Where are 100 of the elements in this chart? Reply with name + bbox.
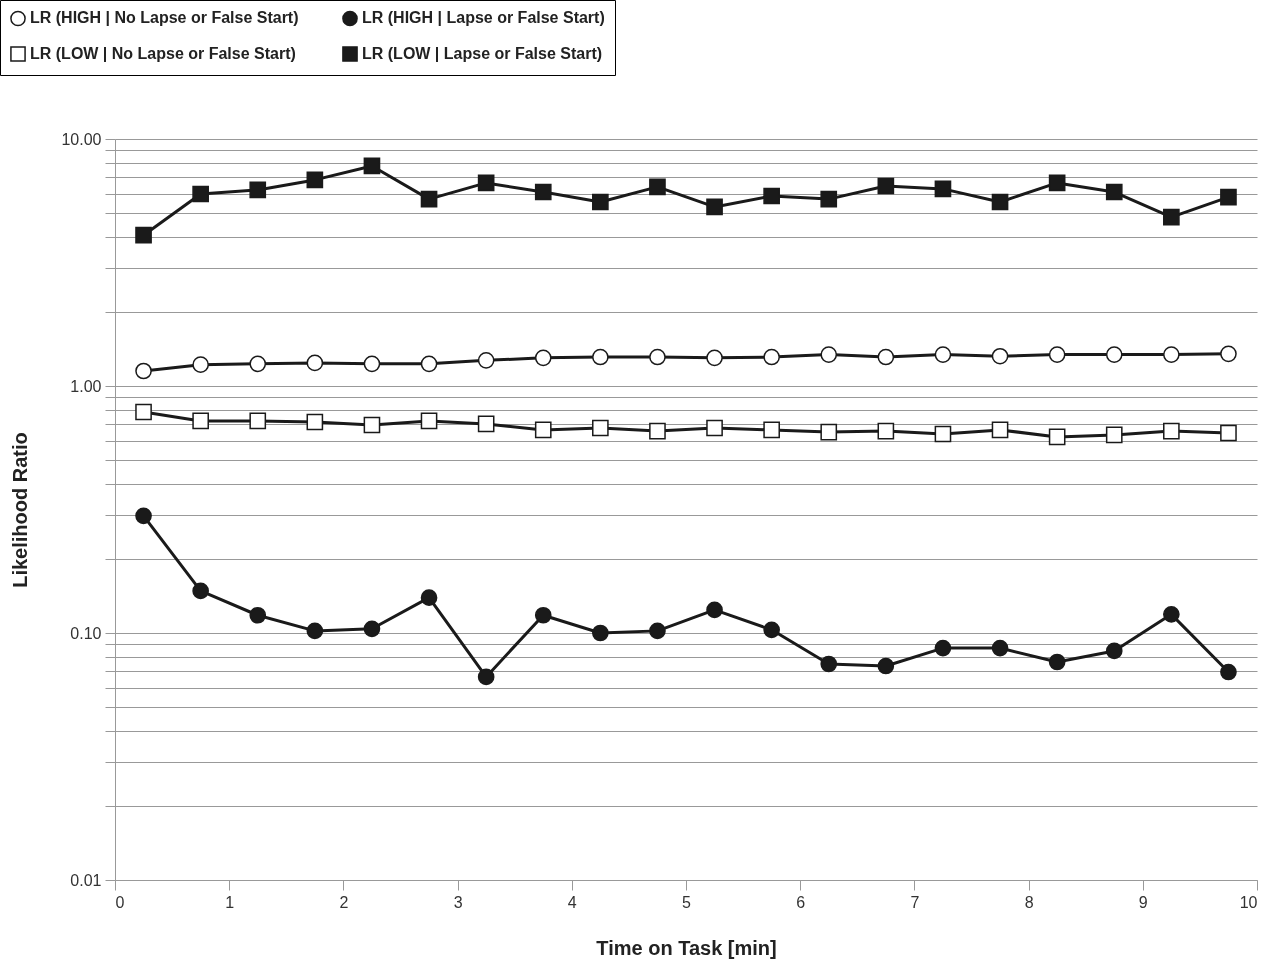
point: [306, 171, 324, 189]
point: [820, 190, 838, 208]
point: [363, 355, 381, 373]
y-axis-title: Likelihood Ratio: [9, 432, 32, 588]
point: [1048, 346, 1066, 363]
point: [763, 621, 780, 639]
point: [477, 352, 495, 369]
point: [249, 355, 267, 373]
x-tick-label: 1: [225, 893, 235, 911]
point: [1220, 345, 1237, 363]
point: [1048, 653, 1066, 671]
point: [649, 422, 666, 440]
point: [1105, 346, 1123, 363]
point: [420, 190, 438, 208]
legend-label: LR (LOW | Lapse or False Start): [362, 45, 603, 62]
point: [592, 348, 609, 366]
point: [1163, 208, 1180, 226]
point: [820, 423, 838, 441]
point: [363, 157, 381, 175]
point: [877, 177, 895, 195]
point: [592, 193, 609, 211]
point: [592, 624, 609, 642]
point: [820, 655, 838, 673]
point: [192, 582, 209, 600]
point: [420, 589, 438, 606]
point: [1220, 188, 1237, 206]
point: [363, 416, 381, 434]
point: [135, 362, 152, 380]
y-tick-label: 0.01: [70, 871, 102, 889]
point: [877, 657, 895, 675]
point: [534, 421, 552, 439]
point: [420, 412, 438, 430]
y-tick-label: 0.10: [70, 624, 102, 642]
point: [934, 180, 952, 198]
point: [820, 346, 838, 363]
point: [135, 226, 152, 244]
x-tick-label: 8: [1024, 893, 1034, 911]
point: [135, 403, 152, 421]
x-tick-label: 4: [567, 893, 577, 911]
point: [649, 178, 666, 196]
point: [192, 185, 209, 203]
point: [1048, 428, 1066, 446]
point: [763, 187, 780, 205]
point: [1105, 183, 1123, 201]
point: [877, 422, 895, 440]
point: [991, 193, 1009, 211]
point: [706, 601, 723, 619]
point: [1220, 663, 1237, 681]
x-tick-label: 0: [115, 893, 125, 911]
point: [192, 412, 209, 430]
point: [1048, 174, 1066, 192]
point: [477, 415, 495, 433]
point: [649, 348, 666, 366]
point: [363, 620, 381, 638]
y-tick-label: 10.00: [61, 130, 102, 148]
legend-label: LR (HIGH | No Lapse or False Start): [30, 9, 299, 27]
point: [934, 425, 952, 443]
point: [991, 347, 1009, 365]
point: [249, 412, 267, 430]
legend-label: LR (HIGH | Lapse or False Start): [362, 9, 605, 27]
x-axis-title: Time on Task [min]: [596, 936, 777, 959]
x-tick-label: 5: [682, 893, 692, 911]
point: [306, 413, 324, 431]
point: [1105, 426, 1123, 444]
x-tick-label: 10: [1239, 893, 1258, 911]
point: [592, 419, 609, 437]
legend-label: LR (LOW | No Lapse or False Start): [30, 45, 296, 62]
point: [991, 421, 1009, 439]
point: [192, 356, 209, 373]
point: [877, 348, 895, 366]
x-tick-label: 6: [796, 893, 806, 911]
point: [135, 507, 152, 525]
point: [1163, 422, 1180, 440]
point: [477, 174, 495, 192]
x-tick-label: 9: [1138, 893, 1148, 911]
x-tick-label: 2: [339, 893, 349, 911]
point: [1220, 424, 1237, 442]
point: [763, 421, 780, 439]
point: [934, 639, 952, 657]
point: [706, 198, 723, 216]
point: [249, 606, 267, 624]
point: [534, 349, 552, 367]
point: [763, 348, 780, 366]
point: [1163, 606, 1180, 623]
point: [1105, 642, 1123, 660]
point: [934, 346, 952, 363]
point: [534, 183, 552, 201]
point: [1163, 346, 1180, 363]
point: [477, 668, 495, 686]
point: [249, 181, 267, 199]
x-tick-label: 7: [910, 893, 920, 911]
point: [306, 354, 324, 372]
point: [706, 419, 723, 437]
point: [306, 622, 324, 640]
point: [534, 606, 552, 624]
point: [420, 355, 438, 373]
point: [991, 639, 1009, 657]
x-tick-label: 3: [453, 893, 463, 911]
y-tick-label: 1.00: [70, 377, 102, 395]
point: [706, 349, 723, 367]
